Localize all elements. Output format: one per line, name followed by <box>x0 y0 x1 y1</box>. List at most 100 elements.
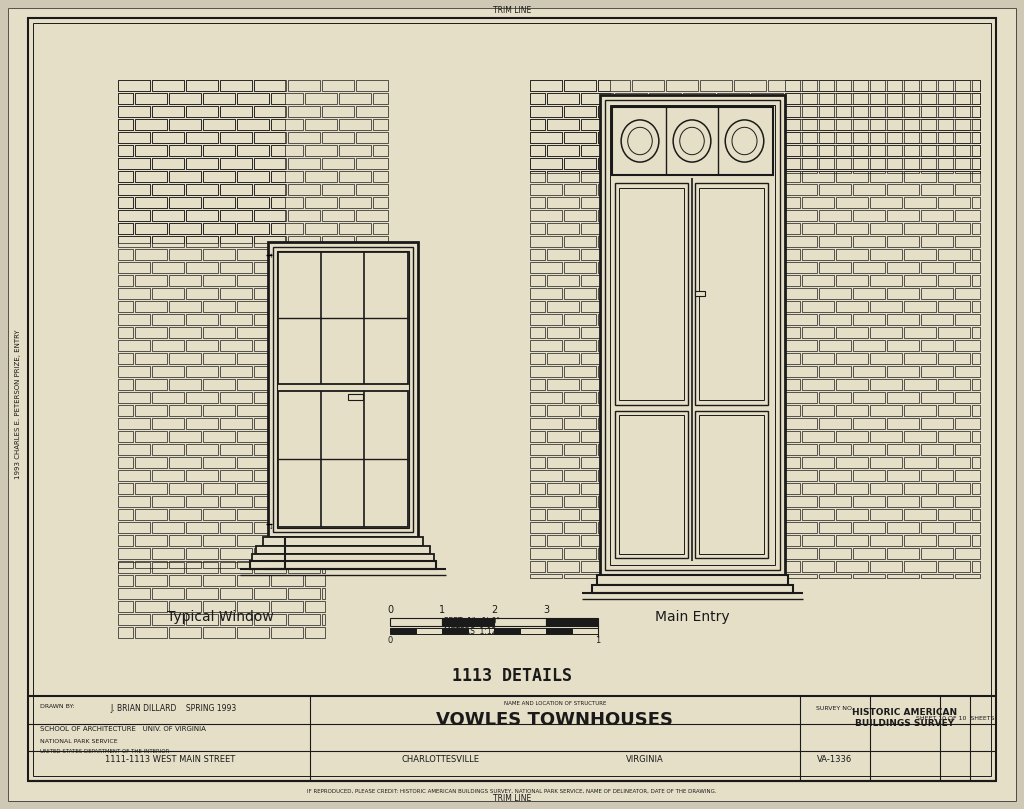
Text: NAME AND LOCATION OF STRUCTURE: NAME AND LOCATION OF STRUCTURE <box>504 701 606 706</box>
Bar <box>339 171 371 182</box>
Bar <box>203 119 234 130</box>
Bar <box>118 418 150 429</box>
Bar <box>135 379 167 390</box>
Bar <box>819 496 851 507</box>
Bar <box>254 588 286 599</box>
Bar <box>751 171 783 173</box>
Bar <box>530 405 545 416</box>
Bar <box>118 210 150 221</box>
Bar <box>819 145 851 156</box>
Bar <box>152 106 184 117</box>
Bar <box>186 496 218 507</box>
Bar <box>118 223 133 234</box>
Bar <box>547 301 579 312</box>
Bar <box>802 327 834 338</box>
Bar <box>530 158 562 169</box>
Bar <box>802 405 834 416</box>
Bar <box>717 145 749 156</box>
Bar <box>271 575 303 586</box>
Bar <box>305 197 337 208</box>
Bar <box>564 522 596 533</box>
Bar <box>564 132 596 143</box>
Bar <box>972 132 980 143</box>
Bar <box>547 509 579 520</box>
Bar <box>118 379 133 390</box>
Bar <box>819 236 851 247</box>
Bar <box>972 80 980 91</box>
Bar <box>921 496 953 507</box>
Bar <box>530 496 562 507</box>
Bar <box>237 301 269 312</box>
Bar <box>921 288 953 299</box>
Bar <box>152 392 184 403</box>
Bar <box>530 171 545 182</box>
Bar <box>271 327 285 338</box>
Bar <box>237 379 269 390</box>
Bar <box>836 509 868 520</box>
Bar <box>768 80 800 91</box>
Bar <box>695 291 705 296</box>
Bar <box>254 562 286 573</box>
Bar <box>938 132 970 143</box>
Bar <box>955 496 980 507</box>
Bar <box>186 210 218 221</box>
Bar <box>938 93 970 104</box>
Bar <box>203 431 234 442</box>
Bar <box>887 392 919 403</box>
Bar <box>618 415 684 554</box>
Bar <box>785 80 817 91</box>
Bar <box>271 197 285 208</box>
Bar <box>564 158 596 169</box>
Bar <box>887 132 919 143</box>
Bar <box>904 119 936 130</box>
Bar <box>598 106 630 117</box>
Bar <box>836 197 868 208</box>
Bar <box>118 171 133 182</box>
Bar <box>254 496 285 507</box>
Bar <box>921 171 953 173</box>
Bar <box>921 548 953 559</box>
Bar <box>305 171 337 182</box>
Bar <box>356 106 388 117</box>
Bar <box>904 301 936 312</box>
Bar <box>186 444 218 455</box>
Bar <box>836 249 868 260</box>
Bar <box>853 262 885 273</box>
Bar <box>972 327 980 338</box>
Bar <box>118 575 133 586</box>
Bar <box>220 262 252 273</box>
Bar <box>322 614 325 625</box>
Bar <box>683 119 715 130</box>
Bar <box>530 80 562 91</box>
Bar <box>237 223 269 234</box>
Bar <box>904 509 936 520</box>
Bar <box>118 236 150 247</box>
Bar <box>972 509 980 520</box>
Bar <box>921 184 953 195</box>
Bar <box>853 522 885 533</box>
Bar <box>118 301 133 312</box>
Bar <box>887 340 919 351</box>
Bar <box>887 470 919 481</box>
Bar <box>339 145 371 156</box>
Bar <box>186 106 218 117</box>
Bar <box>118 210 150 221</box>
Bar <box>955 574 980 578</box>
Bar <box>598 418 610 429</box>
Bar <box>220 340 252 351</box>
Bar <box>152 444 184 455</box>
Bar <box>118 275 133 286</box>
Bar <box>581 197 610 208</box>
Bar <box>442 618 494 626</box>
Bar <box>683 93 715 104</box>
Bar <box>220 106 252 117</box>
Bar <box>254 210 285 221</box>
Bar <box>581 301 610 312</box>
Bar <box>870 145 902 156</box>
Bar <box>870 431 902 442</box>
Bar <box>254 314 285 325</box>
Bar <box>972 249 980 260</box>
Bar <box>887 574 919 578</box>
Bar <box>853 366 885 377</box>
Bar <box>237 119 269 130</box>
